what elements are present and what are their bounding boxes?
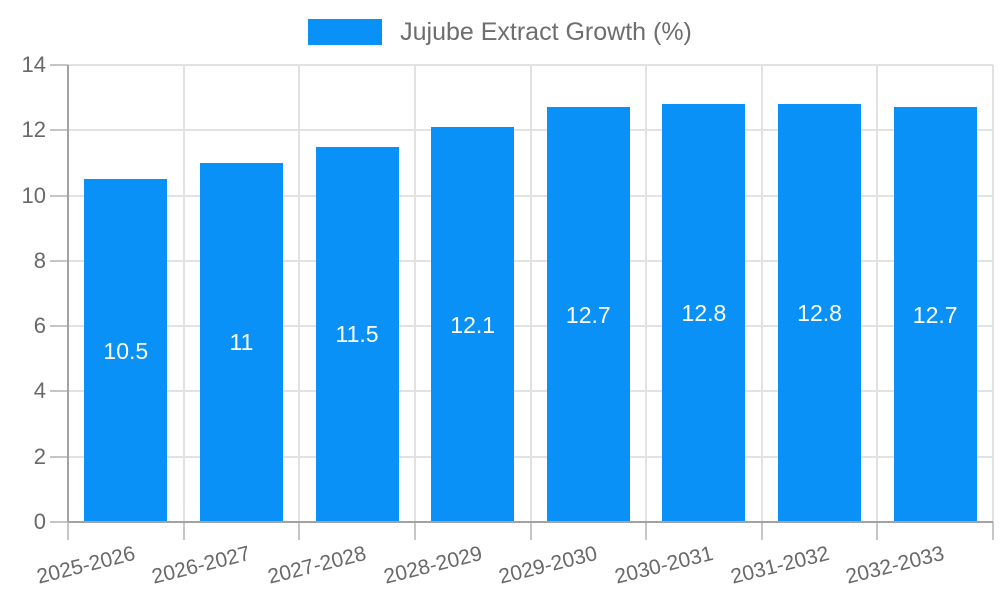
bar xyxy=(315,146,399,521)
bar xyxy=(778,104,862,521)
y-axis-tick xyxy=(50,259,68,262)
bar xyxy=(662,104,746,521)
y-axis-tick xyxy=(50,129,68,132)
x-axis-tick xyxy=(67,522,69,540)
bar xyxy=(893,107,977,521)
x-gridline xyxy=(760,65,763,522)
legend-label: Jujube Extract Growth (%) xyxy=(400,18,692,46)
y-axis-label: 2 xyxy=(33,443,46,469)
x-gridline xyxy=(529,65,532,522)
bar-value-label: 12.7 xyxy=(912,301,958,328)
x-gridline xyxy=(298,65,301,522)
bar-value-label: 12.8 xyxy=(681,300,727,327)
y-axis-tick xyxy=(50,455,68,458)
x-axis-tick xyxy=(529,522,532,540)
y-axis-label: 14 xyxy=(21,52,46,77)
x-axis-tick xyxy=(992,522,994,540)
chart-legend[interactable]: Jujube Extract Growth (%) xyxy=(0,16,1000,48)
y-axis-tick xyxy=(50,521,68,523)
x-gridline xyxy=(992,65,994,522)
y-axis-tick xyxy=(50,194,68,197)
x-axis-line xyxy=(68,521,993,523)
x-axis-tick xyxy=(760,522,763,540)
y-axis-label: 4 xyxy=(33,378,46,404)
x-gridline xyxy=(876,65,879,522)
bar-value-label: 11.5 xyxy=(335,321,379,348)
bar xyxy=(546,107,630,521)
bar-value-label: 12.8 xyxy=(797,300,842,327)
y-axis-tick xyxy=(50,390,68,393)
y-axis-tick xyxy=(50,325,68,328)
y-axis-line xyxy=(67,65,69,522)
bar-value-label: 12.1 xyxy=(450,311,496,338)
y-axis-label: 0 xyxy=(33,509,46,534)
x-gridline xyxy=(182,65,185,522)
x-gridline xyxy=(413,65,416,522)
bar xyxy=(84,179,168,521)
y-axis-label: 10 xyxy=(21,182,46,208)
bar-value-label: 11 xyxy=(229,329,254,356)
x-axis-tick xyxy=(298,522,301,540)
x-axis-tick xyxy=(182,522,185,540)
bar-value-label: 10.5 xyxy=(103,337,149,364)
bar xyxy=(199,162,283,521)
x-axis-tick xyxy=(645,522,648,540)
x-axis-tick xyxy=(413,522,416,540)
x-axis-tick xyxy=(876,522,879,540)
bar-value-label: 12.7 xyxy=(565,301,611,328)
x-gridline xyxy=(645,65,648,522)
y-axis-label: 8 xyxy=(33,247,46,273)
legend-swatch xyxy=(308,19,383,45)
bar xyxy=(431,127,515,521)
y-axis-label: 6 xyxy=(33,313,46,339)
y-axis-tick xyxy=(50,64,68,66)
y-axis-label: 12 xyxy=(21,117,46,143)
